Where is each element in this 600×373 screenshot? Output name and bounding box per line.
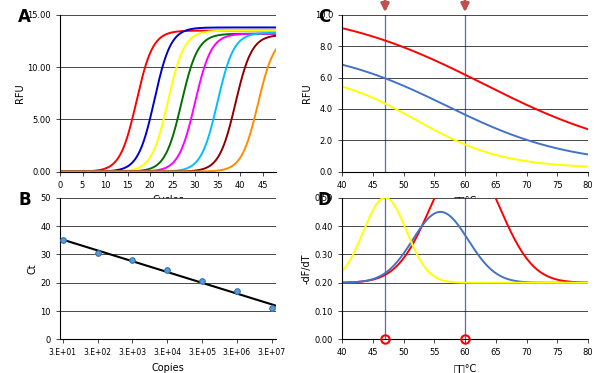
Y-axis label: RFU: RFU	[14, 84, 25, 103]
X-axis label: 温度°C: 温度°C	[454, 363, 476, 373]
Text: B: B	[18, 191, 31, 209]
Text: A: A	[18, 8, 31, 26]
Text: D: D	[318, 191, 332, 209]
X-axis label: Cycles: Cycles	[152, 195, 184, 205]
Text: C: C	[318, 8, 330, 26]
X-axis label: 温度°C: 温度°C	[454, 195, 476, 205]
Y-axis label: Ct: Ct	[28, 263, 38, 274]
Y-axis label: RFU: RFU	[302, 84, 312, 103]
Y-axis label: -dF/dT: -dF/dT	[302, 253, 311, 284]
X-axis label: Copies: Copies	[152, 363, 184, 373]
